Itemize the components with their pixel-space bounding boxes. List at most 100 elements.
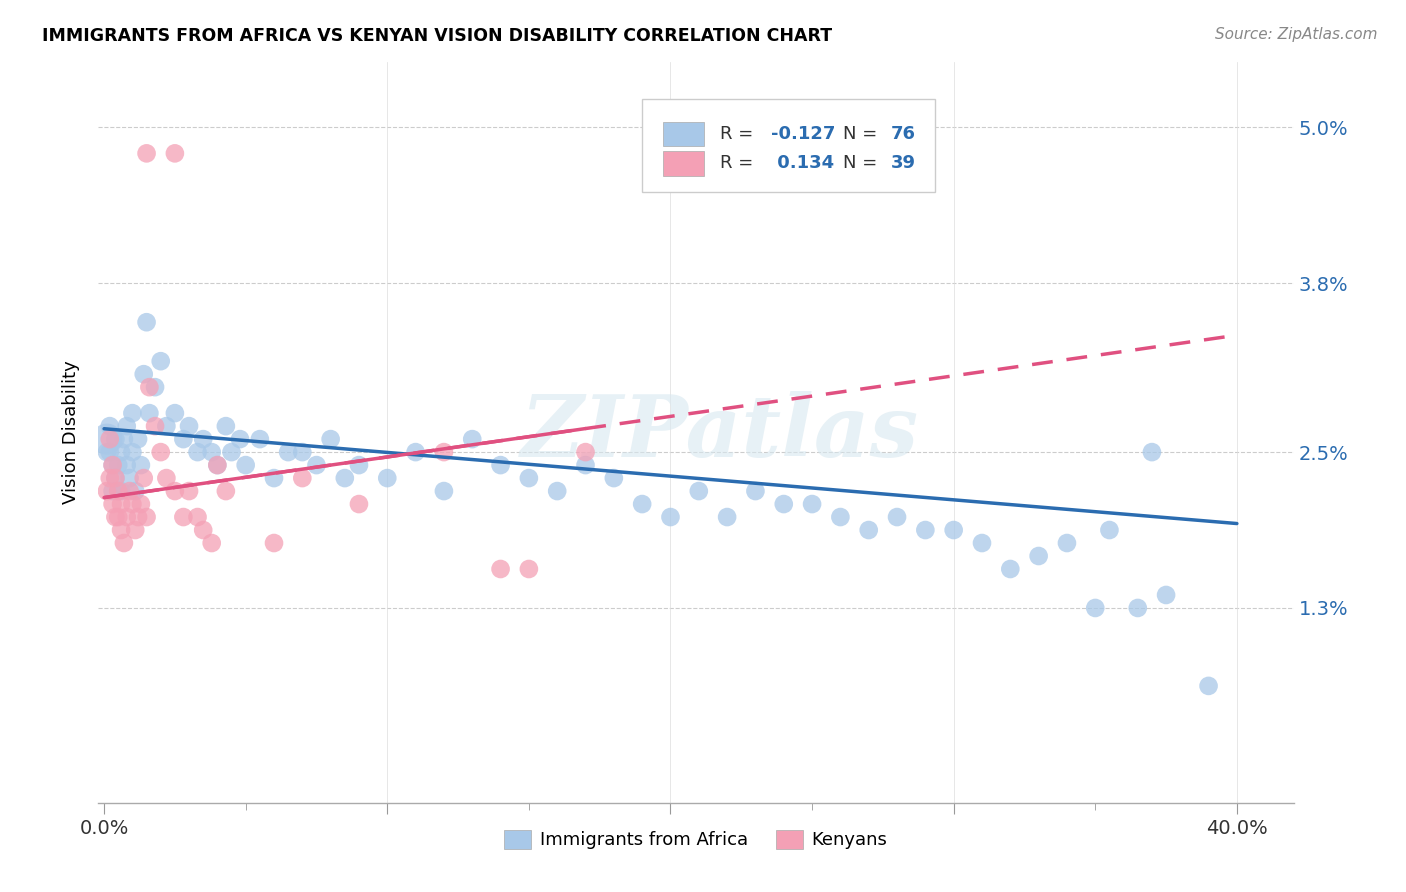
Point [163, 146, 186, 161]
Point [129, 497, 152, 511]
Point [716, 510, 738, 524]
Point [1154, 588, 1177, 602]
Point [143, 419, 166, 434]
Text: -0.127: -0.127 [772, 125, 835, 143]
Point [101, 458, 124, 472]
Point [193, 432, 215, 446]
Point [96, 445, 118, 459]
Point [104, 510, 127, 524]
Point [135, 510, 157, 524]
Point [107, 458, 129, 472]
Point [107, 484, 129, 499]
Point [104, 471, 127, 485]
Point [121, 406, 143, 420]
Point [517, 562, 540, 576]
Point [249, 432, 271, 446]
Point [347, 458, 370, 472]
Point [177, 484, 200, 499]
Point [112, 432, 135, 446]
Text: 76: 76 [891, 125, 915, 143]
Point [970, 536, 993, 550]
Point [631, 497, 654, 511]
Point [517, 471, 540, 485]
Point [129, 458, 152, 472]
Point [942, 523, 965, 537]
Text: R =: R = [720, 125, 759, 143]
Text: 0.134: 0.134 [772, 154, 834, 172]
Point [98, 432, 121, 446]
Point [172, 432, 194, 446]
Text: 39: 39 [891, 154, 915, 172]
Point [163, 484, 186, 499]
Point [149, 354, 172, 368]
Text: Source: ZipAtlas.com: Source: ZipAtlas.com [1215, 27, 1378, 42]
Point [127, 510, 149, 524]
Text: R =: R = [720, 154, 759, 172]
Point [319, 432, 342, 446]
Point [688, 484, 710, 499]
Point [186, 510, 208, 524]
Point [107, 484, 129, 499]
Point [489, 458, 512, 472]
Point [1084, 601, 1107, 615]
Point [149, 445, 172, 459]
Point [101, 458, 124, 472]
Point [96, 484, 118, 499]
Point [98, 419, 121, 434]
Point [235, 458, 257, 472]
Point [138, 406, 160, 420]
Point [1056, 536, 1078, 550]
Point [155, 471, 177, 485]
Point [277, 445, 299, 459]
Point [98, 471, 121, 485]
Point [98, 445, 121, 459]
Point [886, 510, 908, 524]
Point [546, 484, 568, 499]
Point [121, 497, 143, 511]
Point [118, 484, 141, 499]
Point [489, 562, 512, 576]
Point [461, 432, 484, 446]
Point [110, 445, 132, 459]
Point [263, 536, 285, 550]
Point [127, 432, 149, 446]
Text: IMMIGRANTS FROM AFRICA VS KENYAN VISION DISABILITY CORRELATION CHART: IMMIGRANTS FROM AFRICA VS KENYAN VISION … [42, 27, 832, 45]
Point [333, 471, 356, 485]
Point [115, 458, 138, 472]
Point [101, 497, 124, 511]
Point [291, 445, 314, 459]
Point [1140, 445, 1163, 459]
Point [914, 523, 936, 537]
Point [830, 510, 852, 524]
Point [603, 471, 626, 485]
Point [121, 445, 143, 459]
Point [135, 146, 157, 161]
Point [659, 510, 682, 524]
Point [132, 367, 155, 381]
Point [104, 471, 127, 485]
Point [172, 510, 194, 524]
Legend: Immigrants from Africa, Kenyans: Immigrants from Africa, Kenyans [498, 823, 894, 856]
Point [1126, 601, 1149, 615]
Point [347, 497, 370, 511]
Point [138, 380, 160, 394]
Point [772, 497, 794, 511]
Point [858, 523, 880, 537]
Point [229, 432, 252, 446]
Point [163, 406, 186, 420]
Point [207, 458, 229, 472]
Point [101, 484, 124, 499]
Point [215, 419, 238, 434]
Point [215, 484, 238, 499]
Point [112, 536, 135, 550]
Point [291, 471, 314, 485]
FancyBboxPatch shape [643, 99, 935, 192]
Point [96, 432, 118, 446]
Point [193, 523, 215, 537]
Point [124, 523, 146, 537]
Point [124, 484, 146, 499]
Text: N =: N = [844, 125, 883, 143]
Point [155, 419, 177, 434]
Point [1098, 523, 1121, 537]
Point [201, 445, 224, 459]
